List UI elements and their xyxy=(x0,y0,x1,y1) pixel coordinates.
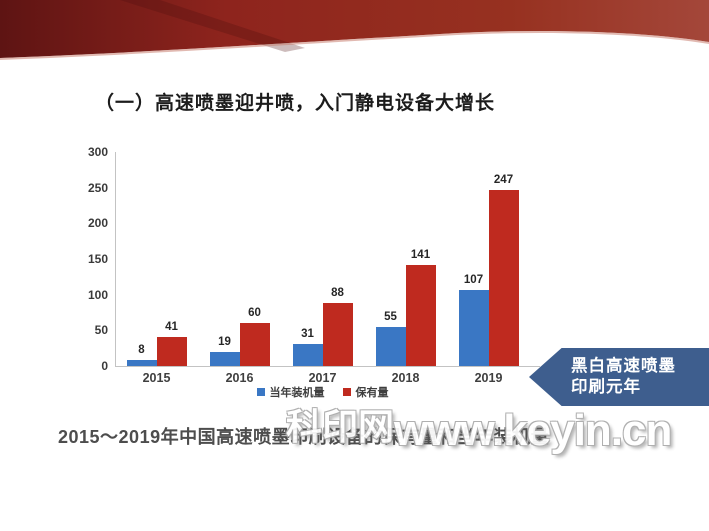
bar-value-label: 247 xyxy=(493,173,514,186)
x-axis-tick-label: 2017 xyxy=(308,371,337,385)
bar-当年装机量-2019 xyxy=(458,289,489,366)
bar-保有量-2016 xyxy=(239,323,270,366)
legend-item: 保有量 xyxy=(342,384,389,400)
watermark-domain: www.keyin.cn xyxy=(394,406,672,455)
legend-label: 当年装机量 xyxy=(269,387,325,399)
watermark-site-name: 科印网 xyxy=(286,406,395,447)
bar-保有量-2015 xyxy=(156,336,187,366)
bar-保有量-2018 xyxy=(405,265,436,366)
slide-title: （一）高速喷墨迎井喷，入门静电设备大增长 xyxy=(95,93,496,114)
bar-value-label: 88 xyxy=(331,287,344,300)
chart-legend: 当年装机量 保有量 xyxy=(115,384,530,400)
y-axis-tick-label: 0 xyxy=(101,359,108,373)
bar-value-label: 19 xyxy=(218,336,231,349)
x-axis-tick-label: 2019 xyxy=(474,371,503,385)
bar-当年装机量-2015 xyxy=(126,360,157,366)
bar-value-label: 31 xyxy=(301,327,314,340)
legend-swatch-icon xyxy=(342,388,351,396)
bar-chart: 0 50 100 150 200 250 300 2015 8 41 2016 19 60 2017 31 8… xyxy=(80,145,550,410)
callout-line1: 黑白高速喷墨 xyxy=(571,357,676,375)
x-axis-line xyxy=(115,366,540,367)
legend-swatch-icon xyxy=(256,388,265,396)
bar-保有量-2019 xyxy=(488,189,519,366)
watermark: 科印网www.keyin.cn xyxy=(286,398,672,456)
callout-line2: 印刷元年 xyxy=(571,378,641,396)
bar-保有量-2017 xyxy=(322,303,353,366)
x-axis-tick-label: 2015 xyxy=(142,371,171,385)
bar-当年装机量-2017 xyxy=(292,343,323,366)
y-axis-tick-label: 300 xyxy=(87,145,108,159)
y-axis-tick-label: 150 xyxy=(87,252,108,266)
x-axis-tick-label: 2016 xyxy=(225,371,254,385)
y-axis-tick-label: 250 xyxy=(87,180,108,195)
y-axis-line xyxy=(115,152,116,366)
y-axis-tick-label: 100 xyxy=(87,287,108,302)
chart-caption: 2015～2019年中国高速喷墨印刷设备的保有量和当年装机量 xyxy=(58,427,550,447)
bar-value-label: 141 xyxy=(410,249,431,262)
legend-item: 当年装机量 xyxy=(256,384,325,400)
bar-当年装机量-2016 xyxy=(209,352,240,366)
y-axis-tick-label: 200 xyxy=(87,216,108,231)
bar-当年装机量-2018 xyxy=(375,326,406,366)
bar-value-label: 55 xyxy=(384,310,397,323)
top-red-banner xyxy=(0,0,709,60)
bar-value-label: 41 xyxy=(165,320,178,333)
bar-value-label: 60 xyxy=(248,307,261,320)
bar-value-label: 8 xyxy=(138,344,145,357)
x-axis-tick-label: 2018 xyxy=(391,371,420,385)
bar-value-label: 107 xyxy=(463,273,484,286)
y-axis-tick-label: 50 xyxy=(94,323,108,338)
callout-badge: 黑白高速喷墨 印刷元年 xyxy=(529,348,709,406)
legend-label: 保有量 xyxy=(355,387,389,399)
